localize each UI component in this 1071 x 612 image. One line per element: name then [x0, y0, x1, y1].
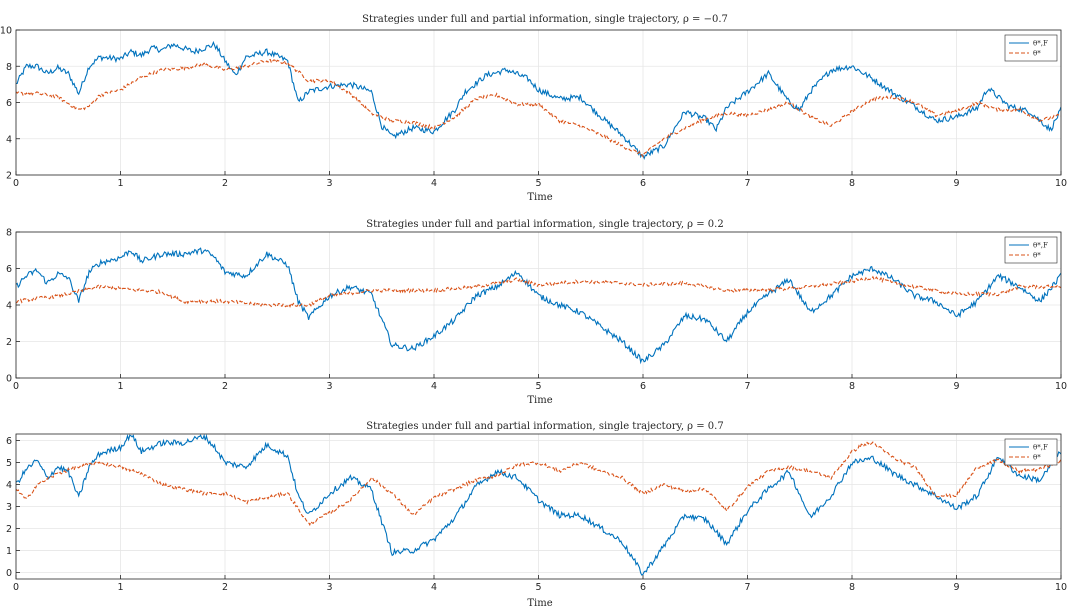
x-tick-label: 10 — [1055, 582, 1067, 593]
x-tick-label: 9 — [953, 381, 959, 392]
x-tick-label: 6 — [640, 582, 646, 593]
y-tick-label: 1 — [6, 546, 12, 557]
x-tick-label: 9 — [953, 178, 959, 189]
series-line-theta-star — [16, 441, 1061, 527]
legend-label: θ* — [1033, 50, 1041, 58]
x-tick-label: 7 — [744, 582, 750, 593]
y-tick-label: 8 — [6, 62, 12, 73]
y-tick-label: 6 — [6, 436, 12, 447]
y-tick-label: 8 — [6, 228, 12, 239]
legend-label: θ* — [1033, 252, 1041, 260]
subplot-rho-0.7: Strategies under full and partial inform… — [6, 421, 1067, 609]
x-tick-label: 8 — [849, 178, 855, 189]
series-line-theta-star — [16, 59, 1061, 158]
y-tick-label: 3 — [6, 502, 12, 513]
legend: θ*,F θ* — [1004, 236, 1058, 264]
x-tick-label: 1 — [117, 582, 123, 593]
subplot-title: Strategies under full and partial inform… — [366, 219, 723, 230]
legend: θ*,F θ* — [1004, 438, 1058, 466]
x-axis-label: Time — [527, 598, 552, 609]
legend-box — [1004, 236, 1058, 264]
x-tick-label: 3 — [326, 582, 332, 593]
y-tick-label: 2 — [6, 171, 12, 182]
legend-label: θ*,F — [1033, 40, 1048, 48]
y-tick-label: 0 — [6, 374, 12, 385]
x-tick-label: 4 — [431, 178, 437, 189]
y-tick-label: 0 — [6, 568, 12, 579]
legend-box — [1004, 34, 1058, 62]
grid — [15, 231, 1062, 379]
legend-label: θ*,F — [1033, 242, 1048, 250]
y-tick-label: 10 — [0, 26, 12, 37]
x-axis-label: Time — [527, 192, 552, 203]
x-tick-label: 7 — [744, 381, 750, 392]
axes-box — [15, 433, 1062, 580]
x-tick-label: 8 — [849, 381, 855, 392]
y-tick-label: 6 — [6, 98, 12, 109]
series-line-theta-star-F — [16, 40, 1061, 161]
y-tick-label: 2 — [6, 524, 12, 535]
x-tick-label: 6 — [640, 381, 646, 392]
series-line-theta-star-F — [16, 247, 1061, 365]
legend-label: θ* — [1033, 454, 1041, 462]
axes-box — [15, 231, 1062, 379]
grid — [15, 434, 1062, 579]
x-tick-label: 10 — [1055, 178, 1067, 189]
y-tick-label: 4 — [6, 301, 12, 312]
x-tick-label: 0 — [13, 582, 19, 593]
axes-box — [15, 29, 1062, 176]
x-tick-label: 6 — [640, 178, 646, 189]
x-tick-label: 2 — [222, 178, 228, 189]
y-tick-label: 4 — [6, 480, 12, 491]
subplot-rho-neg-0.7: Strategies under full and partial inform… — [0, 14, 1067, 203]
y-tick-label: 2 — [6, 337, 12, 348]
x-tick-label: 5 — [535, 178, 541, 189]
series-line-theta-star-F — [16, 434, 1061, 576]
x-tick-label: 2 — [222, 582, 228, 593]
subplot-title: Strategies under full and partial inform… — [362, 14, 728, 25]
x-axis-label: Time — [527, 395, 552, 406]
x-tick-label: 1 — [117, 381, 123, 392]
x-tick-label: 1 — [117, 178, 123, 189]
x-tick-label: 8 — [849, 582, 855, 593]
subplot-rho-0.2: Strategies under full and partial inform… — [6, 219, 1067, 406]
x-tick-label: 3 — [326, 381, 332, 392]
legend-label: θ*,F — [1033, 444, 1048, 452]
legend: θ*,F θ* — [1004, 34, 1058, 62]
x-tick-label: 7 — [744, 178, 750, 189]
x-tick-label: 2 — [222, 381, 228, 392]
x-tick-label: 5 — [535, 582, 541, 593]
legend-box — [1004, 438, 1058, 466]
subplot-title: Strategies under full and partial inform… — [366, 421, 723, 432]
x-tick-label: 3 — [326, 178, 332, 189]
y-tick-label: 6 — [6, 264, 12, 275]
x-tick-label: 4 — [431, 582, 437, 593]
x-tick-label: 0 — [13, 178, 19, 189]
y-tick-label: 4 — [6, 134, 12, 145]
x-tick-label: 4 — [431, 381, 437, 392]
grid — [15, 29, 1062, 176]
x-tick-label: 10 — [1055, 381, 1067, 392]
x-tick-label: 5 — [535, 381, 541, 392]
x-tick-label: 0 — [13, 381, 19, 392]
series-line-theta-star — [16, 275, 1061, 308]
x-tick-label: 9 — [953, 582, 959, 593]
y-tick-label: 5 — [6, 458, 12, 469]
